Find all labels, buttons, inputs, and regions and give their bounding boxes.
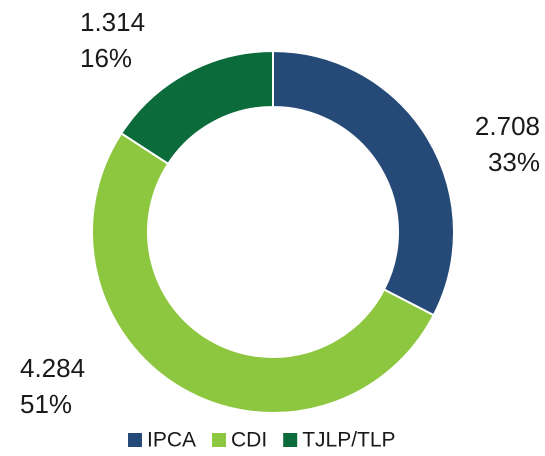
- share-label: 51%: [20, 389, 72, 419]
- legend-swatch: [212, 433, 227, 447]
- donut-segment: [91, 131, 436, 414]
- donut-segment: [272, 49, 455, 317]
- legend-swatch: [283, 433, 298, 447]
- share-label: 16%: [80, 43, 132, 73]
- share-label: 33%: [488, 147, 540, 177]
- donut-segment: [119, 49, 274, 166]
- legend-label: TJLP/TLP: [302, 429, 395, 452]
- value-label: 2.708: [475, 111, 540, 141]
- legend-label: IPCA: [147, 429, 196, 452]
- legend-swatch: [128, 433, 142, 447]
- legend-label: CDI: [231, 429, 267, 452]
- value-label: 1.314: [80, 7, 145, 37]
- value-label: 4.284: [20, 353, 85, 383]
